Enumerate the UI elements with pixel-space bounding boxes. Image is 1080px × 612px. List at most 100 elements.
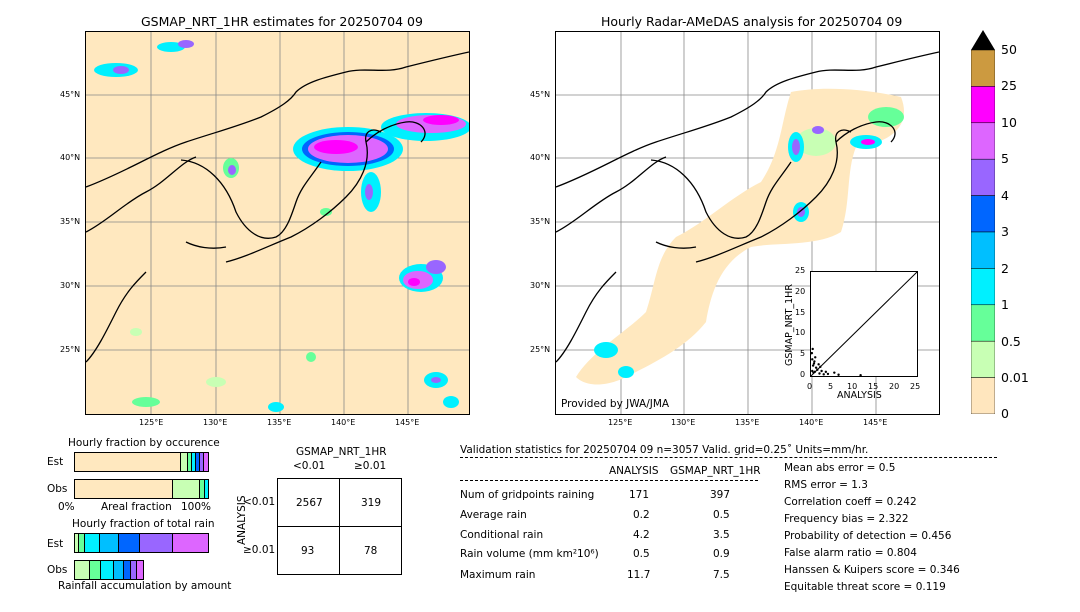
validation-row-analysis: 0.5: [633, 548, 650, 560]
left-lat-label: 30°N: [60, 281, 81, 290]
contingency-cell: 93: [301, 545, 315, 557]
left-lon-label: 130°E: [203, 418, 228, 427]
validation-col-gsmap: GSMAP_NRT_1HR: [670, 465, 761, 477]
scatter-point: [811, 347, 814, 351]
colorbar-segment: [970, 340, 996, 378]
left-map: [85, 31, 470, 415]
scatter-point: [811, 369, 814, 373]
colorbar-label: 0: [1001, 406, 1009, 421]
total-rain-title: Hourly fraction of total rain: [72, 518, 215, 530]
inset-ytick: 10: [795, 328, 806, 337]
occurrence-axis-mid: Areal fraction: [101, 501, 172, 513]
occurrence-est-bar: [74, 452, 209, 472]
left-map-title: GSMAP_NRT_1HR estimates for 20250704 09: [141, 14, 423, 29]
contingency-row-ge: ≥0.01: [243, 544, 276, 556]
validation-header: Validation statistics for 20250704 09 n=…: [460, 444, 869, 456]
scatter-point: [859, 373, 862, 376]
scatter-point: [811, 364, 815, 367]
scatter-point: [813, 360, 816, 363]
left-lon-label: 145°E: [395, 418, 420, 427]
inset-ytick: 20: [795, 287, 806, 296]
right-lat-label: 30°N: [530, 281, 551, 290]
right-lon-label: 125°E: [608, 418, 633, 427]
contingency-row-lt: <0.01: [243, 496, 276, 508]
colorbar-label: 0.5: [1001, 334, 1021, 349]
occurrence-axis-right: 100%: [181, 501, 212, 513]
validation-row-label: Maximum rain: [460, 569, 536, 581]
colorbar-label: 50: [1001, 42, 1017, 57]
right-map-title: Hourly Radar-AMeDAS analysis for 2025070…: [601, 14, 903, 29]
colorbar-segment: [970, 122, 996, 160]
validation-row-analysis: 0.2: [633, 509, 650, 521]
scatter-point: [811, 358, 814, 361]
scatter-point: [819, 365, 822, 369]
scatter-point: [824, 370, 828, 374]
colorbar-label: 2: [1001, 261, 1009, 276]
scatter-point: [814, 356, 817, 359]
validation-row-analysis: 4.2: [633, 529, 650, 541]
left-map-canvas: [86, 32, 469, 414]
colorbar: [970, 30, 996, 415]
right-lat-label: 25°N: [530, 345, 551, 354]
contingency-col-lt: <0.01: [293, 460, 326, 472]
left-lat-label: 25°N: [60, 345, 81, 354]
right-lon-label: 130°E: [671, 418, 696, 427]
inset-ytick: 25: [795, 266, 806, 275]
validation-score: Frequency bias = 2.322: [784, 513, 909, 525]
colorbar-segment: [970, 49, 996, 87]
colorbar-label: 0.01: [1001, 370, 1029, 385]
colorbar-extend-arrow: [971, 30, 995, 50]
colorbar-segment: [970, 195, 996, 233]
right-lat-label: 45°N: [530, 90, 551, 99]
right-map-canvas: [556, 32, 939, 414]
inset-scatter-canvas: [811, 272, 917, 376]
validation-row-gsmap: 3.5: [713, 529, 730, 541]
colorbar-label: 3: [1001, 224, 1009, 239]
colorbar-label: 1: [1001, 297, 1009, 312]
colorbar-label: 25: [1001, 78, 1017, 93]
left-lat-label: 40°N: [60, 153, 81, 162]
validation-row-label: Rain volume (mm km²10⁶): [460, 548, 599, 560]
scatter-point: [813, 370, 817, 374]
colorbar-segment: [970, 231, 996, 269]
total-rain-obs-bar: [74, 560, 144, 580]
validation-score: Mean abs error = 0.5: [784, 462, 896, 474]
occurrence-obs-bar: [74, 479, 209, 499]
validation-score: Correlation coeff = 0.242: [784, 496, 917, 508]
validation-col-divider: [460, 480, 758, 481]
scatter-point: [833, 371, 836, 374]
colorbar-segment: [970, 158, 996, 196]
occurrence-axis-left: 0%: [58, 501, 75, 513]
right-lat-label: 40°N: [530, 153, 551, 162]
inset-xtick: 10: [847, 382, 858, 391]
contingency-cell: 319: [361, 497, 382, 509]
inset-ytick: 5: [800, 349, 806, 358]
validation-row-analysis: 171: [629, 489, 650, 501]
validation-divider: [460, 457, 997, 458]
contingency-cell: 2567: [296, 497, 323, 509]
validation-score: RMS error = 1.3: [784, 479, 868, 491]
validation-col-analysis: ANALYSIS: [609, 465, 659, 477]
right-lat-label: 35°N: [530, 217, 551, 226]
validation-score: Hanssen & Kuipers score = 0.346: [784, 564, 960, 576]
validation-row-label: Num of gridpoints raining: [460, 489, 595, 501]
colorbar-label: 10: [1001, 115, 1017, 130]
scatter-point: [826, 372, 830, 376]
total-rain-est-bar: [74, 533, 209, 553]
contingency-col-title: GSMAP_NRT_1HR: [296, 446, 387, 458]
inset-xtick: 15: [868, 382, 879, 391]
colorbar-label: 5: [1001, 151, 1009, 166]
right-lon-label: 135°E: [735, 418, 760, 427]
colorbar-segment: [970, 377, 996, 415]
inset-xtick: 25: [910, 382, 921, 391]
inset-scatter: [810, 271, 918, 377]
colorbar-canvas: [970, 30, 996, 415]
left-lat-label: 35°N: [60, 217, 81, 226]
right-lon-label: 140°E: [799, 418, 824, 427]
colorbar-label: 4: [1001, 188, 1009, 203]
left-lon-label: 135°E: [267, 418, 292, 427]
inset-xlabel: ANALYSIS: [837, 390, 882, 401]
contingency-col-ge: ≥0.01: [354, 460, 387, 472]
colorbar-segment: [970, 268, 996, 306]
validation-row-label: Conditional rain: [460, 529, 544, 541]
